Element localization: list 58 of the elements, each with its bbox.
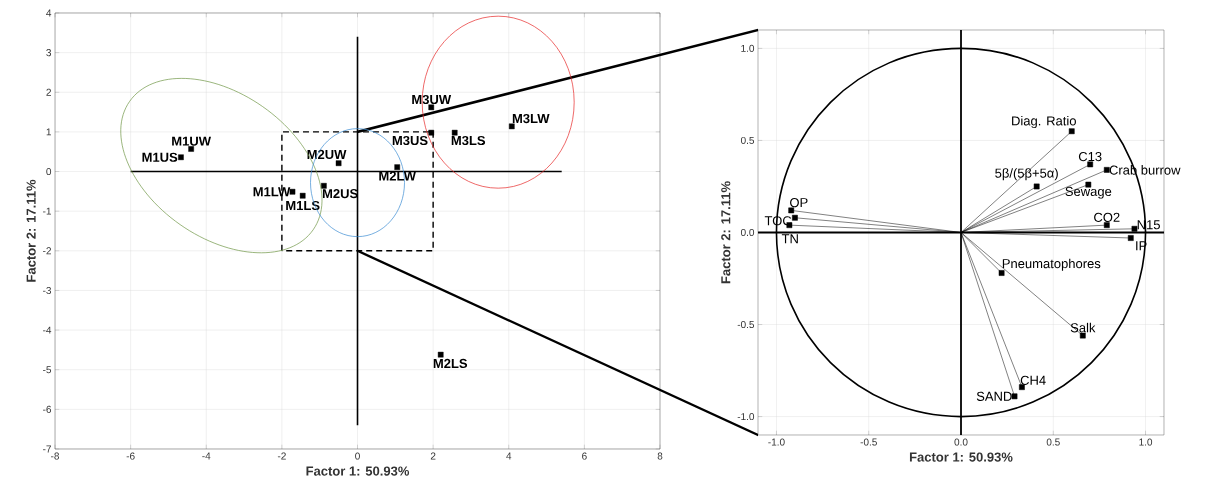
x-tick-label: 0 (355, 452, 360, 460)
series-label: M1LW (253, 187, 291, 197)
y-tick-label: -1 (43, 207, 51, 215)
y-tick-label: -1.0 (737, 413, 755, 421)
y-tick-label: 3 (46, 49, 52, 57)
series-label: M3US (392, 135, 428, 146)
series-label: M1UW (172, 136, 211, 146)
series-label: OP (790, 197, 808, 208)
series-label: 5β/(5β+5α) (995, 168, 1058, 181)
y-axis-title: Factor 2: 17.11% (721, 181, 731, 284)
y-tick-label: -5 (43, 366, 52, 374)
y-tick-label: -3 (43, 286, 52, 294)
y-tick-label: -6 (43, 405, 52, 413)
y-tick-label: 0.0 (740, 228, 755, 237)
x-tick-label: -6 (126, 452, 135, 460)
series-label: C13 (1078, 151, 1102, 162)
series-label: M2LW (379, 171, 416, 181)
series-label: M3LW (512, 113, 550, 124)
series-label: M2UW (307, 149, 347, 160)
series-label: M1US (142, 152, 178, 162)
series-label: M1LS (286, 200, 320, 211)
y-tick-label: -7 (43, 445, 51, 453)
x-axis-title: Factor 1: 50.93% (909, 452, 1013, 462)
x-tick-label: 6 (582, 452, 587, 460)
series-label: M3UW (412, 94, 452, 105)
x-tick-label: 8 (657, 452, 663, 460)
series-label: M2US (322, 189, 358, 199)
y-tick-label: 0 (46, 168, 52, 176)
series-label: M2LS (433, 358, 468, 369)
y-tick-label: -0.5 (737, 321, 755, 329)
series-label: CH4 (1020, 375, 1046, 385)
series-label: SAND (976, 391, 1012, 401)
series-label: Salk (1070, 322, 1096, 333)
series-label: Sewage (1065, 186, 1112, 199)
x-axis-title: Factor 1: 50.93% (306, 466, 410, 476)
x-tick-label: -4 (202, 452, 211, 460)
x-tick-label: -1.0 (768, 438, 785, 446)
y-tick-label: 1.0 (741, 44, 755, 52)
x-tick-label: 2 (430, 452, 436, 460)
y-tick-label: 4 (46, 9, 52, 17)
y-tick-label: -2 (43, 247, 51, 255)
x-tick-label: -0.5 (860, 438, 877, 446)
x-tick-label: 4 (506, 452, 512, 460)
y-tick-label: -4 (43, 326, 52, 334)
x-tick-label: -2 (277, 452, 286, 460)
y-tick-label: 2 (46, 88, 51, 96)
x-tick-label: 0.5 (1046, 438, 1060, 446)
series-label: Pneumatophores (1002, 258, 1101, 271)
y-tick-label: 1 (46, 128, 51, 136)
series-label: CO2 (1094, 212, 1120, 222)
x-tick-label: 0.0 (954, 438, 968, 446)
series-label: M3LS (451, 135, 486, 146)
series-label: Diag. Ratio (1012, 115, 1076, 129)
x-tick-label: -8 (51, 452, 60, 460)
y-tick-label: 0.5 (740, 136, 755, 144)
series-label: TN (781, 234, 798, 244)
x-tick-label: 1.0 (1139, 438, 1153, 446)
y-axis-title: Factor 2: 17.11% (26, 179, 36, 282)
